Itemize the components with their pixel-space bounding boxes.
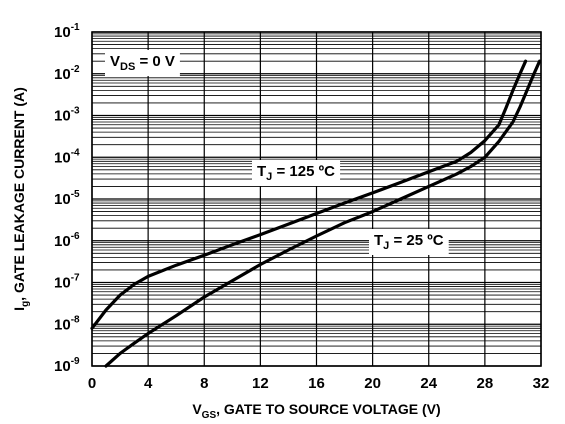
y-tick-label: 10-5: [54, 189, 80, 208]
curve-tj-125: [90, 59, 528, 330]
y-tick-labels: 10-9 10-8 10-7 10-6 10-5 10-4 10-3 10-2 10-1: [54, 22, 80, 375]
annotation-vds-box: [105, 50, 180, 76]
y-tick-label: 10-1: [54, 22, 80, 41]
y-tick-label: 10-2: [54, 64, 80, 83]
major-grid: [91, 31, 542, 367]
x-tick-label: 32: [533, 375, 550, 392]
curves: [90, 59, 542, 368]
annotation-vds: VDS = 0 V: [110, 53, 175, 73]
x-tick-label: 28: [477, 375, 494, 392]
y-tick-label: 10-6: [54, 231, 80, 250]
x-tick-label: 24: [420, 375, 437, 392]
plot-frame: [91, 31, 542, 367]
annotation-t25-box: [369, 229, 449, 255]
x-axis-title: VGS, GATE TO SOURCE VOLTAGE (V): [192, 401, 440, 421]
annotation-tj-125: TJ = 125 ºC: [257, 163, 335, 183]
y-tick-label: 10-8: [54, 314, 80, 333]
x-tick-label: 12: [252, 375, 269, 392]
y-tick-label: 10-4: [54, 147, 80, 166]
x-tick-label: 20: [364, 375, 381, 392]
annotation-tj-25: TJ = 25 ºC: [374, 232, 444, 252]
x-tick-label: 16: [308, 375, 325, 392]
y-tick-label: 10-3: [54, 106, 80, 125]
x-tick-label: 0: [88, 375, 96, 392]
y-tick-label: 10-7: [54, 273, 80, 292]
x-tick-label: 4: [144, 375, 153, 392]
y-axis-title: Ig, GATE LEAKAGE CURRENT (A): [11, 87, 31, 311]
x-tick-label: 8: [200, 375, 208, 392]
curve-tj-25: [104, 59, 542, 368]
annotation-t125-box: [252, 160, 341, 186]
y-tick-label: 10-9: [54, 356, 80, 375]
x-tick-labels: 0 4 8 12 16 20 24 28 32: [88, 375, 550, 392]
